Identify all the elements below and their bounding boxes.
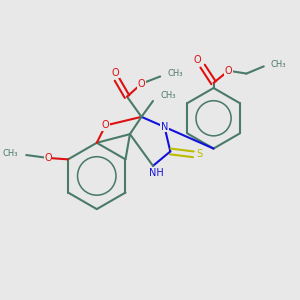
Text: N: N	[161, 122, 168, 132]
Text: O: O	[194, 55, 201, 65]
Text: CH₃: CH₃	[270, 60, 286, 69]
Text: O: O	[225, 66, 232, 76]
Text: CH₃: CH₃	[160, 91, 176, 100]
Text: NH: NH	[148, 168, 163, 178]
Text: CH₃: CH₃	[2, 149, 18, 158]
Text: CH₃: CH₃	[167, 69, 183, 78]
Text: O: O	[44, 153, 52, 163]
Text: O: O	[138, 79, 145, 89]
Text: O: O	[102, 121, 109, 130]
Text: O: O	[112, 68, 119, 78]
Text: S: S	[196, 149, 202, 159]
